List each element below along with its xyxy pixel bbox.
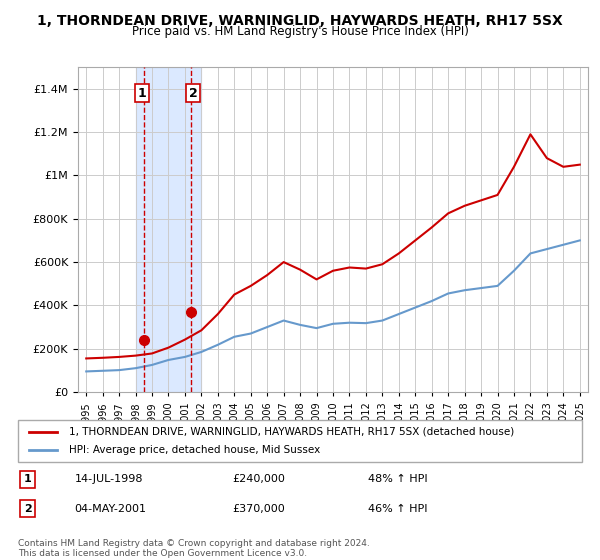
Text: Contains HM Land Registry data © Crown copyright and database right 2024.
This d: Contains HM Land Registry data © Crown c… [18, 539, 370, 558]
Text: 1, THORNDEAN DRIVE, WARNINGLID, HAYWARDS HEATH, RH17 5SX: 1, THORNDEAN DRIVE, WARNINGLID, HAYWARDS… [37, 14, 563, 28]
Bar [136, 67, 202, 392]
Text: £370,000: £370,000 [232, 504, 285, 514]
Text: 1, THORNDEAN DRIVE, WARNINGLID, HAYWARDS HEATH, RH17 5SX (detached house): 1, THORNDEAN DRIVE, WARNINGLID, HAYWARDS… [69, 427, 514, 437]
FancyBboxPatch shape [18, 420, 582, 462]
Text: HPI: Average price, detached house, Mid Sussex: HPI: Average price, detached house, Mid … [69, 445, 320, 455]
Text: 1: 1 [137, 87, 146, 100]
Text: 2: 2 [23, 504, 31, 514]
Text: 46% ↑ HPI: 46% ↑ HPI [368, 504, 427, 514]
Text: £240,000: £240,000 [232, 474, 285, 484]
Text: 04-MAY-2001: 04-MAY-2001 [74, 504, 146, 514]
Text: 48% ↑ HPI: 48% ↑ HPI [368, 474, 427, 484]
Text: Price paid vs. HM Land Registry's House Price Index (HPI): Price paid vs. HM Land Registry's House … [131, 25, 469, 38]
Text: 1: 1 [23, 474, 31, 484]
Text: 2: 2 [188, 87, 197, 100]
Text: 14-JUL-1998: 14-JUL-1998 [74, 474, 143, 484]
